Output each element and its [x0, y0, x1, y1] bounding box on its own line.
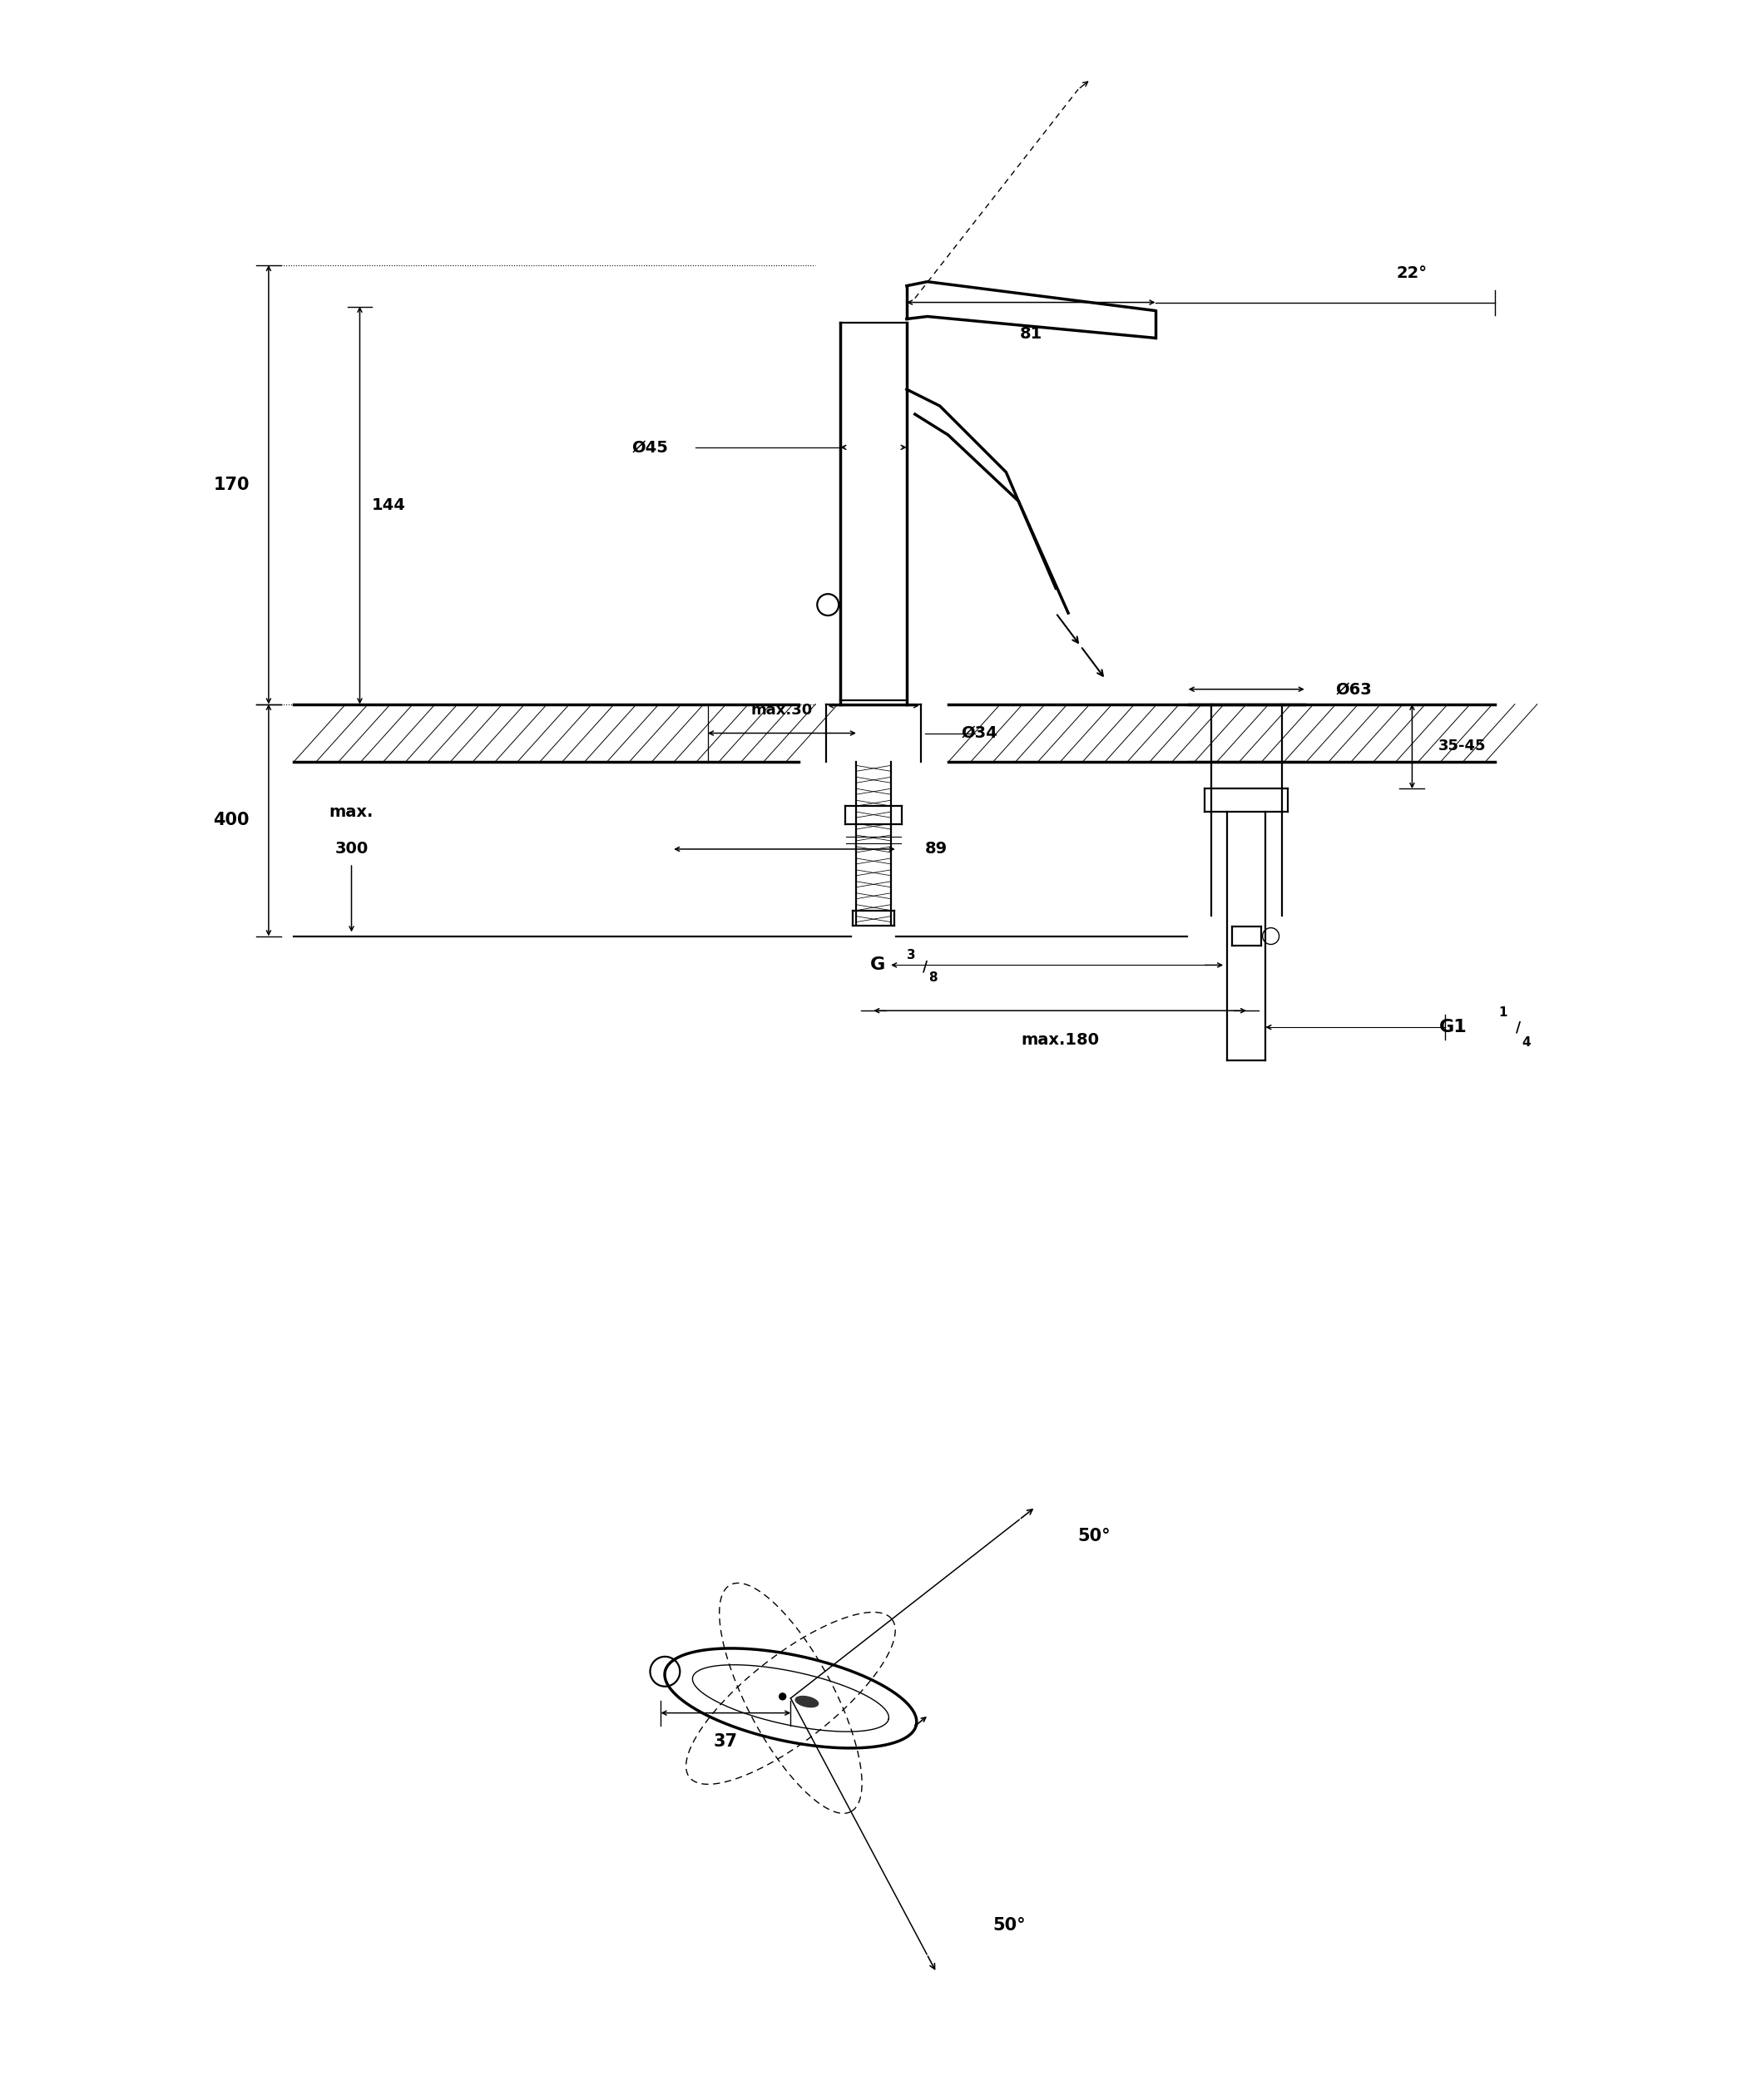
- Text: 4: 4: [1522, 1035, 1531, 1048]
- Text: /: /: [1515, 1021, 1521, 1035]
- Text: 37: 37: [713, 1735, 738, 1749]
- Text: Ø45: Ø45: [631, 439, 668, 456]
- Text: Ø34: Ø34: [960, 724, 997, 741]
- Text: G: G: [871, 958, 885, 974]
- Text: 400: 400: [214, 813, 249, 827]
- Text: /: /: [922, 960, 927, 974]
- Text: 1: 1: [1500, 1006, 1508, 1018]
- Text: 144: 144: [371, 498, 406, 512]
- Circle shape: [780, 1693, 787, 1699]
- Text: 35-45: 35-45: [1438, 739, 1486, 754]
- Text: 3: 3: [906, 949, 915, 962]
- Text: G1: G1: [1440, 1018, 1468, 1035]
- Text: max.: max.: [329, 804, 373, 819]
- Text: 22°: 22°: [1396, 265, 1428, 281]
- Text: 300: 300: [335, 842, 368, 857]
- Text: 50°: 50°: [993, 1917, 1027, 1934]
- Text: max.180: max.180: [1021, 1031, 1099, 1048]
- Text: 50°: 50°: [1077, 1529, 1111, 1546]
- Text: 8: 8: [929, 972, 937, 983]
- Text: Ø63: Ø63: [1337, 680, 1372, 697]
- Text: 170: 170: [214, 477, 249, 494]
- Polygon shape: [795, 1697, 818, 1707]
- Text: 81: 81: [1020, 326, 1042, 342]
- Text: max.30: max.30: [752, 704, 813, 718]
- Text: 89: 89: [925, 842, 948, 857]
